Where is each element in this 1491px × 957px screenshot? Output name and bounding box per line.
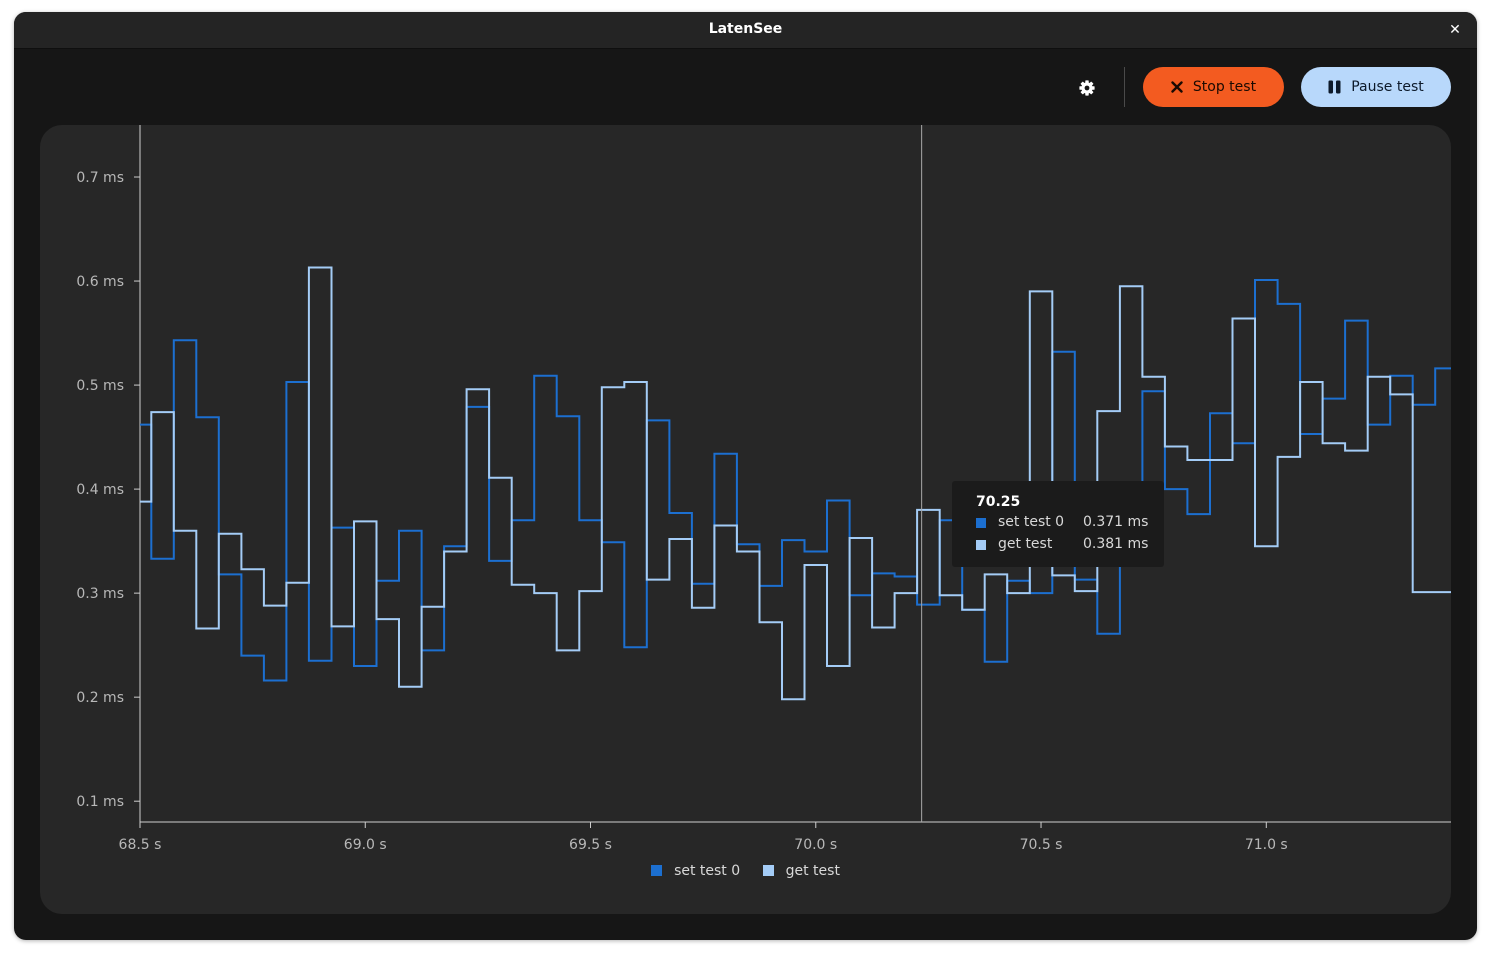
x-tick-label: 70.5 s xyxy=(1020,837,1063,853)
x-tick-label: 69.0 s xyxy=(344,837,387,853)
tooltip-series-name: get test xyxy=(998,536,1052,552)
series-swatch xyxy=(976,518,986,528)
tooltip-series-value: 0.381 ms xyxy=(1083,536,1148,552)
y-tick-label: 0.1 ms xyxy=(76,794,124,810)
x-tick-label: 68.5 s xyxy=(119,837,162,853)
latency-chart[interactable]: 0.1 ms 0.2 ms 0.3 ms 0.4 ms 0.5 ms 0.6 ms 0.7 … xyxy=(40,125,1451,914)
app-window: LatenSee ✕ xyxy=(14,12,1477,940)
series-swatch xyxy=(976,540,986,550)
x-tick-label: 69.5 s xyxy=(569,837,612,853)
series-line-get-test xyxy=(140,268,1451,700)
legend-item-set-test[interactable]: set test 0 xyxy=(651,863,740,879)
tooltip-series-value: 0.371 ms xyxy=(1083,514,1148,530)
y-tick-label: 0.6 ms xyxy=(76,274,124,290)
close-icon[interactable]: ✕ xyxy=(1445,20,1465,40)
chart-legend: set test 0 get test xyxy=(40,863,1451,883)
x-tick-label: 70.0 s xyxy=(794,837,837,853)
tooltip-series-name: set test 0 xyxy=(998,514,1064,530)
toolbar: Stop test Pause test xyxy=(14,49,1477,125)
pause-test-label: Pause test xyxy=(1351,79,1424,95)
pause-icon xyxy=(1328,80,1341,94)
y-tick-label: 0.4 ms xyxy=(76,482,124,498)
legend-label: set test 0 xyxy=(674,863,740,879)
x-icon xyxy=(1171,81,1183,93)
window-title: LatenSee xyxy=(14,21,1477,37)
legend-swatch xyxy=(763,865,774,876)
y-tick-label: 0.7 ms xyxy=(76,170,124,186)
stop-test-button[interactable]: Stop test xyxy=(1143,67,1284,107)
toolbar-separator xyxy=(1124,67,1125,107)
gear-icon[interactable] xyxy=(1076,77,1098,99)
chart-tooltip: 70.25 set test 0 0.371 ms get test 0.381… xyxy=(952,481,1164,567)
x-tick-label: 71.0 s xyxy=(1245,837,1288,853)
pause-test-button[interactable]: Pause test xyxy=(1301,67,1451,107)
y-tick-label: 0.3 ms xyxy=(76,586,124,602)
y-tick-label: 0.5 ms xyxy=(76,378,124,394)
legend-item-get-test[interactable]: get test xyxy=(763,863,840,879)
stop-test-label: Stop test xyxy=(1193,79,1256,95)
tooltip-title: 70.25 xyxy=(976,494,1020,510)
chart-panel: 0.1 ms 0.2 ms 0.3 ms 0.4 ms 0.5 ms 0.6 ms 0.7 … xyxy=(40,125,1451,914)
y-tick-label: 0.2 ms xyxy=(76,690,124,706)
legend-swatch xyxy=(651,865,662,876)
legend-label: get test xyxy=(786,863,840,879)
title-bar[interactable]: LatenSee ✕ xyxy=(14,12,1477,49)
